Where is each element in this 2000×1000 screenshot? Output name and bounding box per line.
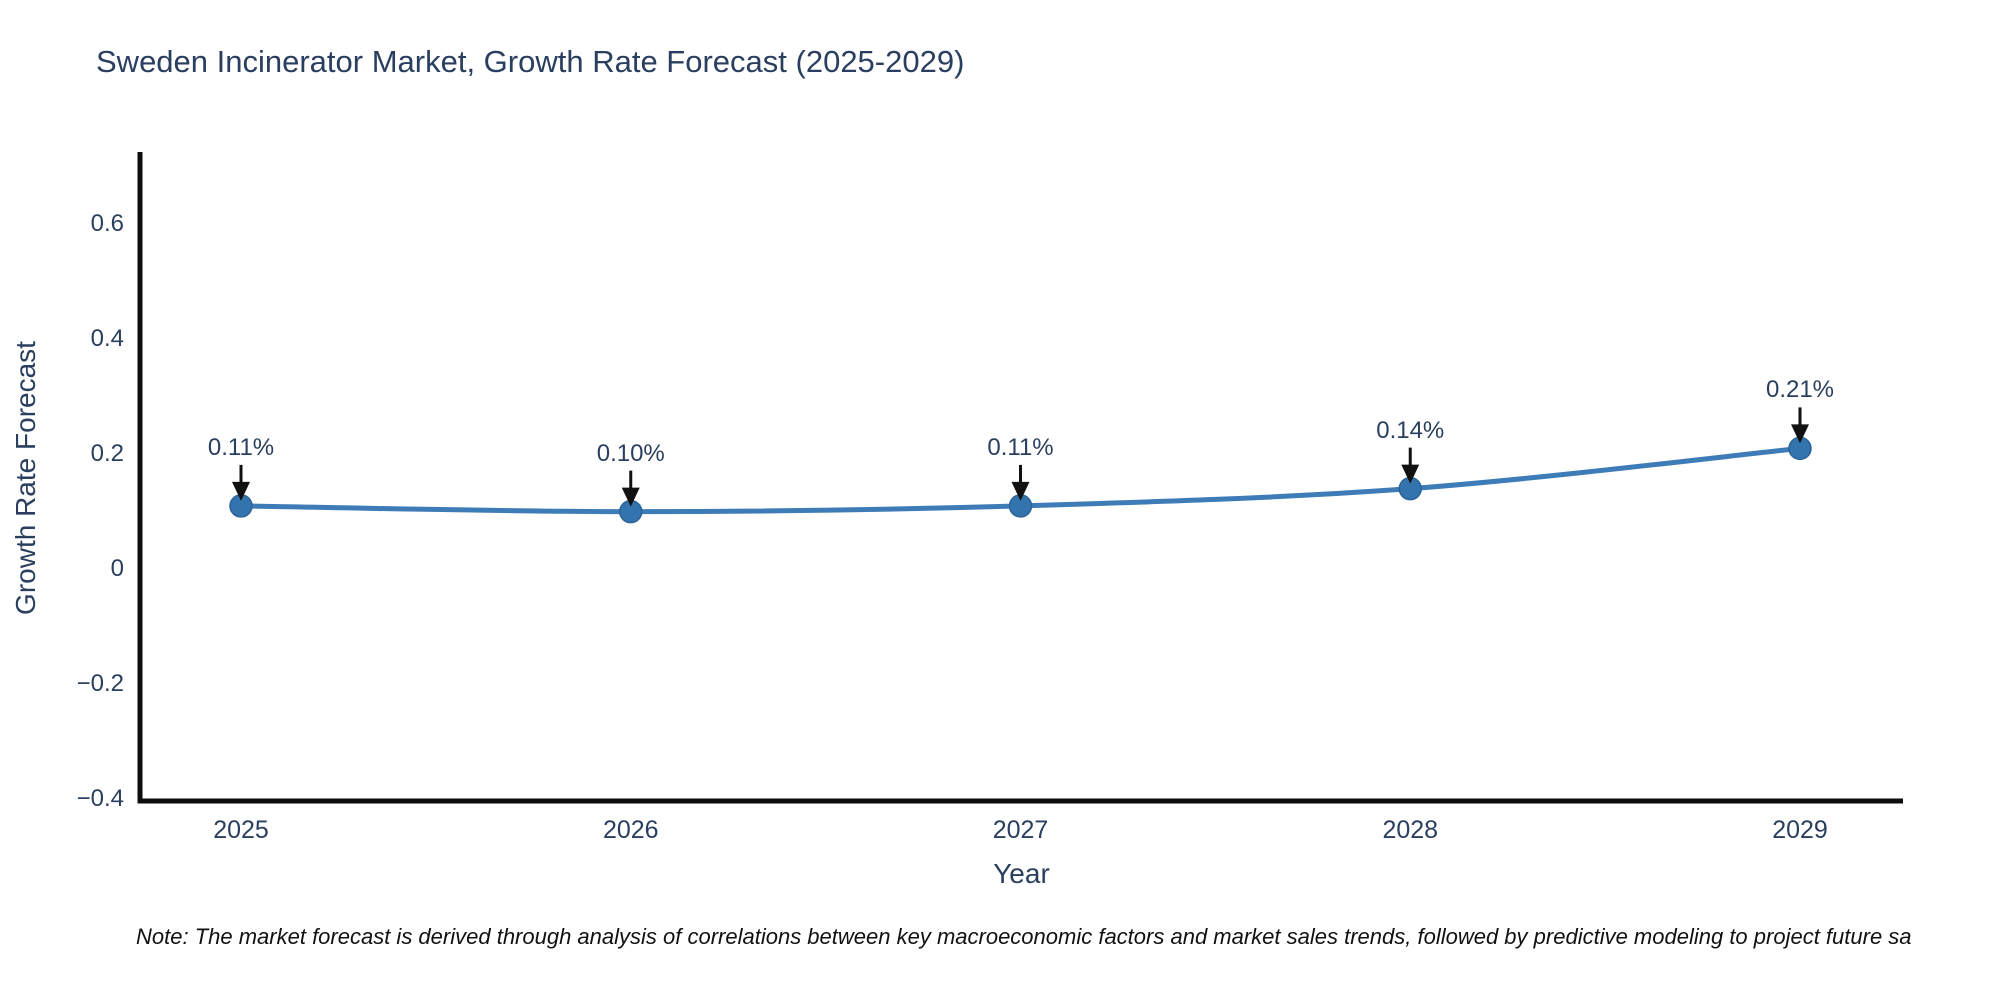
- point-annotation: 0.11%: [207, 433, 275, 461]
- annotation-arrow-head: [1011, 481, 1030, 501]
- point-annotation: 0.21%: [1765, 376, 1835, 404]
- footnote: Note: The market forecast is derived thr…: [136, 924, 1912, 949]
- y-tick-label: 0.2: [90, 440, 124, 468]
- chart-title: Sweden Incinerator Market, Growth Rate F…: [96, 44, 965, 79]
- y-tick-label: −0.2: [76, 670, 124, 698]
- y-axis-title-text: Growth Rate Forecast: [10, 341, 41, 615]
- point-annotation: 0.11%: [987, 433, 1054, 461]
- annotation-arrow-head: [1401, 464, 1420, 484]
- y-tick-label: 0.6: [90, 210, 124, 238]
- point-annotation: 0.10%: [596, 439, 665, 467]
- y-tick-label: 0: [110, 555, 124, 583]
- annotation-arrow-head: [1791, 424, 1809, 444]
- annotation-arrow-head: [621, 487, 640, 507]
- x-tick-label: 2028: [1382, 816, 1439, 844]
- x-tick-label: 2025: [213, 816, 269, 844]
- annotation-arrow-layer: [232, 407, 1809, 507]
- x-axis-title: Year: [993, 858, 1050, 889]
- point-annotation: 0.14%: [1376, 416, 1445, 444]
- annotation-arrow-head: [232, 481, 250, 501]
- y-tick-label: 0.4: [90, 325, 124, 353]
- y-tick-label: −0.4: [76, 785, 124, 813]
- x-tick-label: 2026: [602, 816, 659, 844]
- x-tick-label: 2029: [1772, 816, 1828, 844]
- x-tick-label: 2027: [992, 816, 1049, 844]
- series-layer: [229, 436, 1812, 524]
